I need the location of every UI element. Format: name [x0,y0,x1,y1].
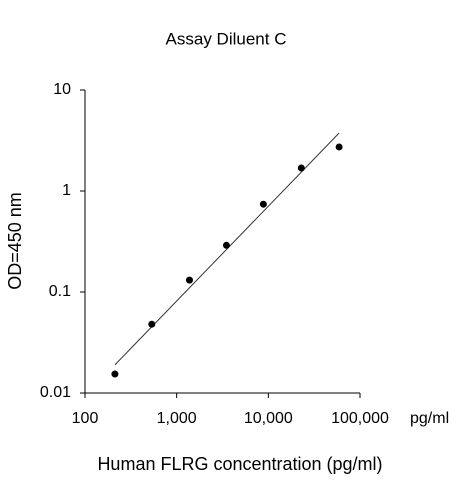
x-unit-label: pg/ml [410,410,449,427]
x-tick-label: 100,000 [331,410,389,427]
x-axis-title: Human FLRG concentration (pg/ml) [97,454,382,474]
data-point [222,241,230,249]
chart-title: Assay Diluent C [166,29,287,48]
y-tick-label: 10 [53,81,71,98]
y-axis-title: OD=450 nm [5,192,25,290]
fit-line [114,132,340,366]
data-point [185,276,193,284]
y-tick-label: 1 [62,182,71,199]
x-tick-label: 100 [72,410,99,427]
data-point [111,370,119,378]
data-point [259,200,267,208]
y-tick-label: 0.01 [40,384,71,401]
x-tick-label: 10,000 [244,410,293,427]
data-point [148,320,156,328]
data-point [297,164,305,172]
y-tick-label: 0.1 [49,283,71,300]
x-tick-label: 1,000 [157,410,197,427]
data-point [335,143,343,151]
